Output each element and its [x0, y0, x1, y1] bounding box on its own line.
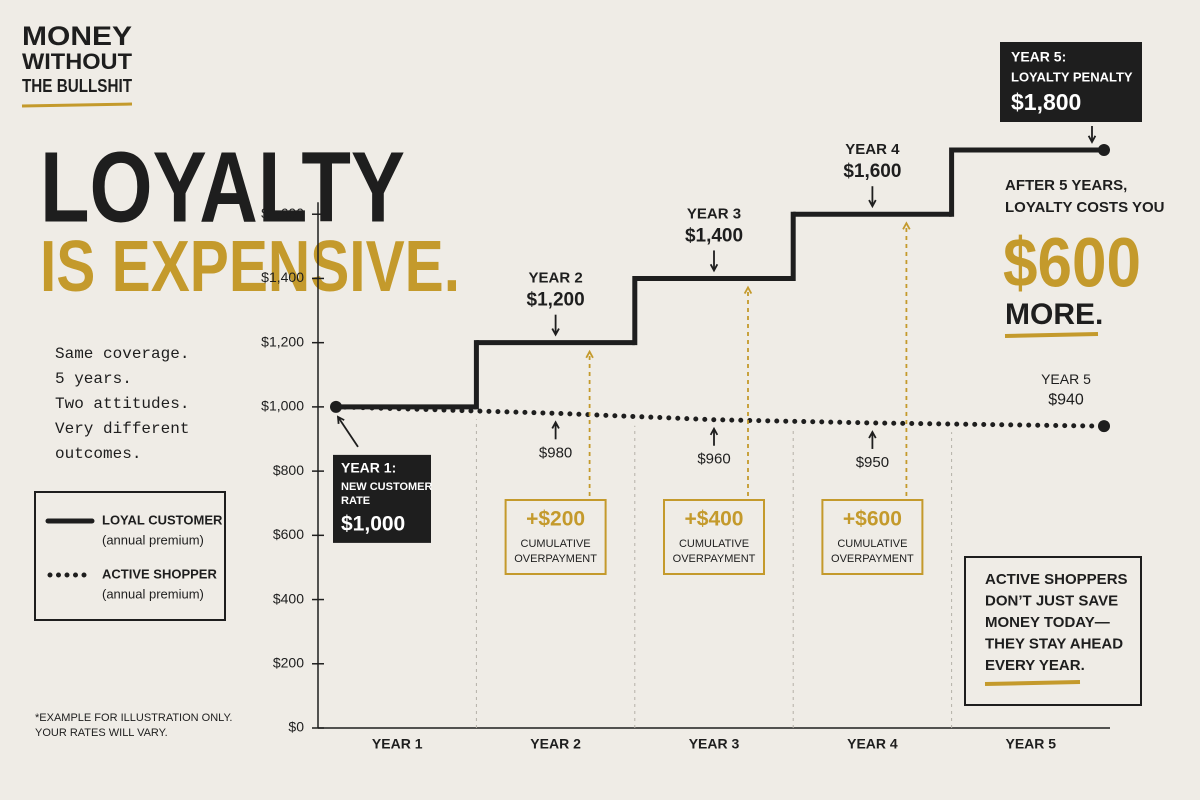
arrow-head [902, 221, 911, 230]
arrow-head [336, 415, 345, 424]
summary-lead: AFTER 5 YEARS, [1005, 177, 1127, 194]
point-year-label: YEAR 5 [1041, 371, 1091, 387]
arrow-head [709, 426, 719, 436]
brand-line: THE BULLSHIT [22, 76, 132, 96]
footnote-line: YOUR RATES WILL VARY. [35, 727, 168, 739]
dotted-line [333, 404, 1107, 429]
headline-accent: IS EXPENSIVE. [40, 227, 460, 307]
intro-line: Very different [55, 420, 189, 438]
overpayment-value: +$200 [526, 508, 585, 531]
y-tick-label: $200 [273, 654, 304, 670]
point-value-label: $1,600 [843, 161, 901, 182]
overpayment-box [821, 499, 924, 575]
takeaway-box [964, 556, 1142, 706]
overpayment-caption: CUMULATIVE [679, 538, 749, 550]
summary-underline [1004, 332, 1099, 338]
callout-text: RATE [341, 495, 370, 507]
arrow-head [551, 420, 560, 429]
point-value-label: $1,400 [685, 225, 743, 246]
x-tick-label: YEAR 3 [689, 736, 740, 752]
y-tick-label: $1,400 [261, 269, 304, 285]
intro-line: outcomes. [55, 445, 141, 463]
y-tick-label: $800 [273, 462, 304, 478]
overpayment-value: +$400 [685, 508, 744, 531]
x-tick-label: YEAR 1 [372, 736, 423, 752]
brand-line: MONEY [22, 21, 132, 51]
y-tick-label: $1,000 [261, 398, 304, 414]
y-tick-label: $400 [273, 590, 304, 606]
summary-tail: MORE. [1005, 298, 1103, 331]
footnote-line: *EXAMPLE FOR ILLUSTRATION ONLY. [35, 712, 232, 724]
callout-text: LOYALTY PENALTY [1011, 69, 1133, 84]
point-year-label: YEAR 3 [687, 205, 741, 222]
overpayment-caption: OVERPAYMENT [831, 553, 914, 565]
intro-line: 5 years. [55, 370, 132, 388]
takeaway-line: THEY STAY AHEAD [985, 635, 1123, 652]
overpayment-caption: OVERPAYMENT [673, 553, 756, 565]
arrow-head [585, 349, 594, 359]
takeaway-line: EVERY YEAR. [985, 657, 1085, 674]
x-tick-label: YEAR 5 [1006, 736, 1057, 752]
end-dot [1098, 420, 1110, 433]
brand-line: WITHOUT [22, 49, 133, 74]
callout-box [333, 454, 431, 543]
x-tick-label: YEAR 2 [530, 736, 581, 752]
overpayment-box [663, 499, 765, 575]
callout-value: $1,800 [1011, 89, 1081, 115]
takeaway-line: DON’T JUST SAVE [985, 592, 1118, 609]
point-value-label: $980 [539, 444, 572, 461]
legend-note: (annual premium) [102, 586, 204, 601]
end-dot [1098, 144, 1110, 156]
overpayment-caption: CUMULATIVE [521, 538, 591, 550]
intro-line: Same coverage. [55, 345, 189, 363]
pointer-arrow [337, 416, 359, 448]
overpayment-caption: CUMULATIVE [837, 538, 907, 550]
overpayment-box [504, 499, 607, 575]
arrow-head [868, 430, 877, 439]
arrow-head [743, 285, 753, 295]
callout-text: NEW CUSTOMER [341, 481, 433, 493]
summary-value: $600 [1003, 223, 1141, 301]
arrow-head [551, 328, 560, 337]
headline: LOYALTY [40, 131, 405, 243]
overpayment-value: +$600 [843, 508, 902, 531]
callout-value: $1,000 [341, 512, 405, 535]
y-tick-label: $0 [288, 719, 304, 735]
legend-note: (annual premium) [102, 532, 204, 547]
takeaway-line: ACTIVE SHOPPERS [985, 571, 1128, 588]
arrow-head [868, 199, 877, 209]
y-tick-label: $600 [273, 526, 304, 542]
legend-label: ACTIVE SHOPPER [102, 566, 217, 581]
arrow-head [709, 263, 719, 273]
point-year-label: YEAR 2 [529, 270, 583, 287]
point-year-label: YEAR 4 [845, 141, 900, 158]
point-value-label: $940 [1048, 391, 1084, 408]
point-value-label: $1,200 [527, 290, 585, 311]
callout-title: YEAR 5: [1011, 49, 1066, 65]
callout-title: YEAR 1: [341, 460, 396, 476]
takeaway-underline [984, 680, 1081, 686]
legend-box [34, 491, 226, 621]
overpayment-caption: OVERPAYMENT [514, 553, 597, 565]
y-tick-label: $1,200 [261, 333, 304, 349]
x-tick-label: YEAR 4 [847, 736, 898, 752]
takeaway-line: MONEY TODAY— [985, 614, 1110, 631]
point-value-label: $950 [856, 454, 889, 471]
point-value-label: $960 [697, 451, 730, 468]
legend-label: LOYAL CUSTOMER [102, 512, 223, 527]
arrow-head [1087, 135, 1097, 144]
intro-line: Two attitudes. [55, 395, 189, 413]
summary-lead: LOYALTY COSTS YOU [1005, 199, 1164, 216]
y-tick-label: $1,600 [261, 205, 304, 221]
callout-box [1000, 42, 1142, 122]
brand-underline [21, 102, 133, 108]
